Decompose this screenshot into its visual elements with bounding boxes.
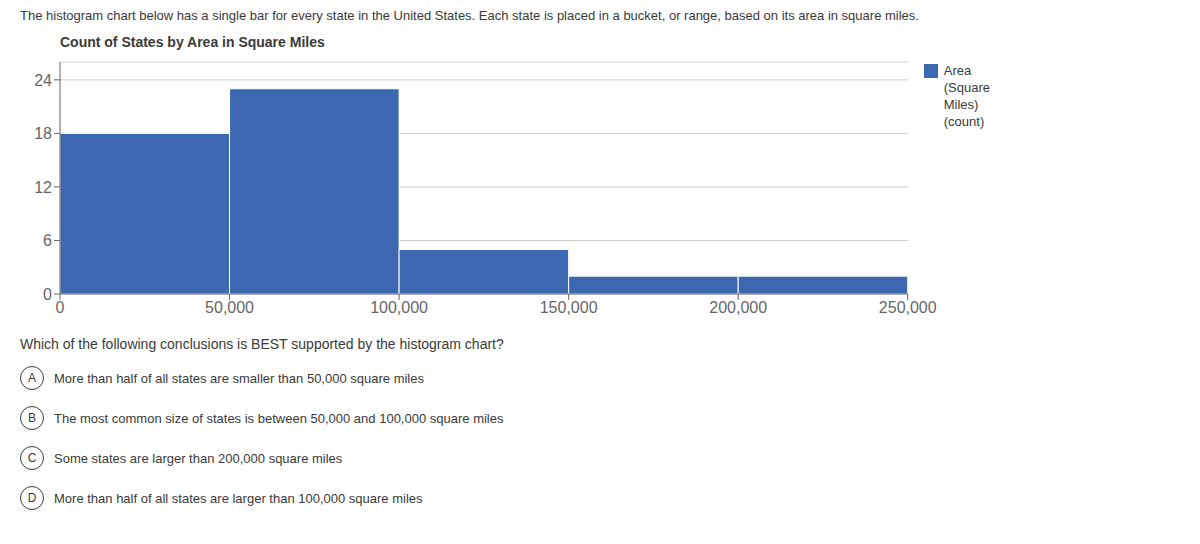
svg-text:6: 6 bbox=[43, 232, 52, 249]
html-text:More than half of all states a: More than half of all states are larger … bbox=[54, 490, 423, 506]
html-text:Some states are larger than 20: Some states are larger than 200,000 squa… bbox=[54, 450, 343, 466]
svg-text:250,000: 250,000 bbox=[879, 299, 937, 316]
html-text:The histogram chart below has: The histogram chart below has a single b… bbox=[20, 8, 919, 23]
html-text:D: D bbox=[27, 491, 37, 505]
svg-text:0: 0 bbox=[56, 299, 65, 316]
svg-text:200,000: 200,000 bbox=[709, 299, 767, 316]
html-text:Which of the following conclus: Which of the following conclusions is BE… bbox=[20, 336, 504, 352]
html-text:More than half of all states a: More than half of all states are smaller… bbox=[54, 370, 424, 386]
svg-text:150,000: 150,000 bbox=[540, 299, 598, 316]
svg-text:12: 12 bbox=[34, 179, 52, 196]
svg-text:18: 18 bbox=[34, 125, 52, 142]
svg-text:0: 0 bbox=[43, 286, 52, 303]
html-text:B: B bbox=[28, 411, 36, 425]
html-text:Count of States by Area in Squ: Count of States by Area in Square Miles bbox=[60, 34, 325, 50]
html-text:A: A bbox=[28, 371, 36, 385]
svg-text:50,000: 50,000 bbox=[205, 299, 254, 316]
html-text:Area (Square Miles) (count): Area (Square Miles) (count) bbox=[943, 63, 990, 129]
svg-text:100,000: 100,000 bbox=[370, 299, 428, 316]
html-text:The most common size of states: The most common size of states is betwee… bbox=[54, 410, 504, 426]
svg-text:24: 24 bbox=[34, 72, 52, 89]
html-text:C: C bbox=[27, 451, 37, 465]
